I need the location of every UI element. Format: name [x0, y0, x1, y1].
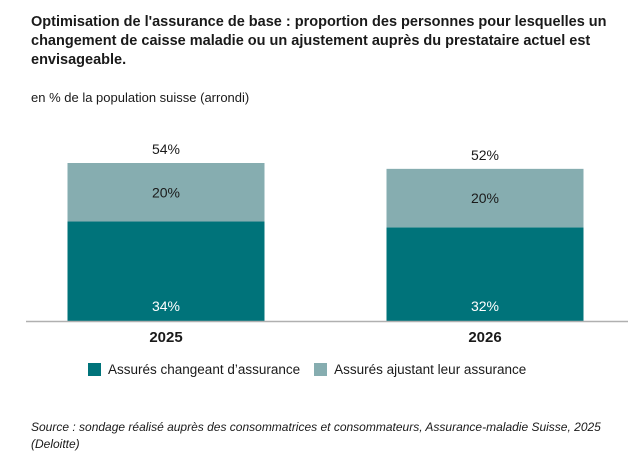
bar-2025-series-1 [67, 163, 265, 222]
legend-swatch-ajustant [314, 363, 328, 376]
source-note: Source : sondage réalisé auprès des cons… [31, 420, 601, 451]
legend-item-ajustant: Assurés ajustant leur assurance [314, 362, 526, 377]
x-tick-label-2025: 2025 [149, 329, 182, 346]
data-label-2025-series-0: 34% [152, 298, 180, 314]
bar-2026-series-1 [386, 168, 584, 228]
x-tick-label-2026: 2026 [468, 329, 501, 346]
stacked-bar-chart: 34% 20% 54% 2025 32% 20% 52% 2026 [26, 141, 628, 346]
legend-label-ajustant: Assurés ajustant leur assurance [334, 362, 527, 377]
legend-item-changeant: Assurés changeant d’assurance [88, 362, 300, 377]
legend-label-changeant: Assurés changeant d’assurance [108, 362, 301, 377]
bar-2025-series-0 [67, 221, 265, 321]
total-label-2025: 54% [152, 141, 180, 157]
data-label-2026-series-0: 32% [471, 298, 499, 314]
legend-swatch-changeant [88, 363, 101, 376]
chart-title: Optimisation de l'assurance de base : pr… [31, 14, 607, 68]
data-label-2025-series-1: 20% [152, 184, 180, 200]
total-label-2026: 52% [471, 147, 499, 163]
legend: Assurés changeant d’assurance Assurés aj… [88, 362, 540, 377]
data-label-2026-series-1: 20% [471, 190, 499, 206]
bar-2026-series-0 [386, 227, 584, 321]
chart-subtitle: en % de la population suisse (arrondi) [31, 90, 250, 105]
